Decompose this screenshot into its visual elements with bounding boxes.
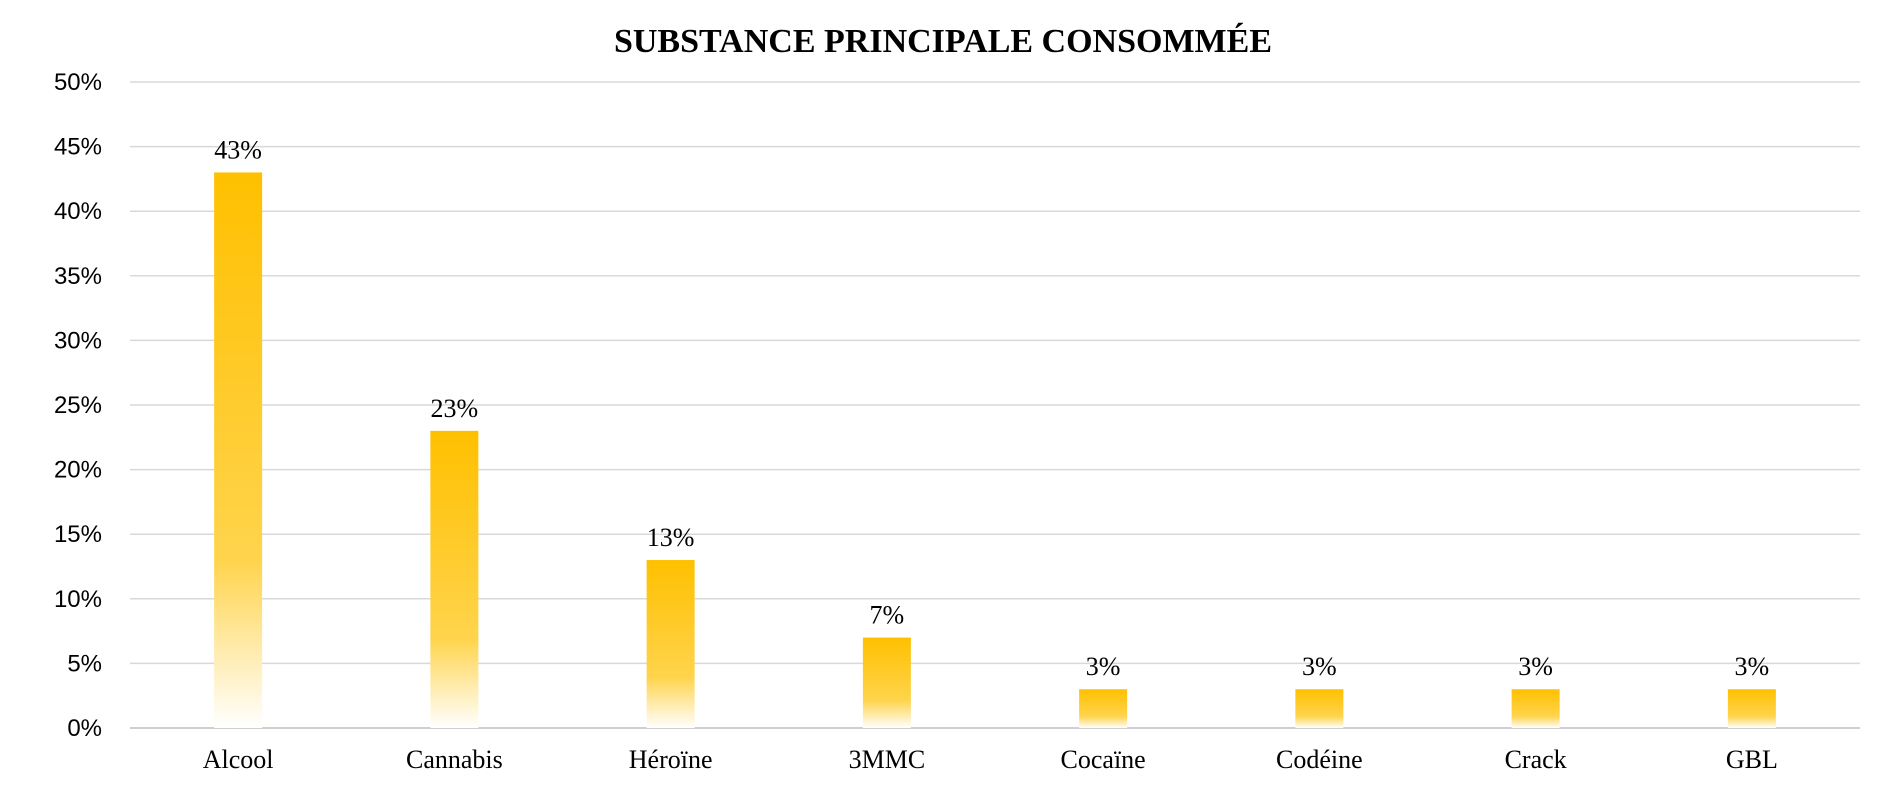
data-label: 3% bbox=[1518, 652, 1553, 681]
x-tick-label: Cannabis bbox=[406, 745, 503, 774]
y-tick-label: 25% bbox=[54, 392, 102, 419]
data-label: 13% bbox=[647, 523, 695, 552]
x-tick-label: GBL bbox=[1726, 745, 1778, 774]
x-tick-label: Codéine bbox=[1276, 745, 1363, 774]
bar bbox=[1728, 689, 1776, 728]
data-label: 3% bbox=[1302, 652, 1337, 681]
bar bbox=[430, 431, 478, 728]
data-label: 3% bbox=[1735, 652, 1770, 681]
x-tick-label: 3MMC bbox=[849, 745, 926, 774]
bar bbox=[1079, 689, 1127, 728]
y-tick-label: 35% bbox=[54, 263, 102, 290]
data-label: 43% bbox=[214, 135, 262, 164]
y-axis-tick-labels: 0% 5% 10% 15% 20% 25% 30% 35% 40% 45% 50% bbox=[54, 69, 102, 742]
y-tick-label: 50% bbox=[54, 69, 102, 96]
bar bbox=[1295, 689, 1343, 728]
bar bbox=[647, 560, 695, 728]
chart-title: SUBSTANCE PRINCIPALE CONSOMMÉE bbox=[614, 23, 1272, 60]
data-label: 3% bbox=[1086, 652, 1121, 681]
y-tick-label: 45% bbox=[54, 134, 102, 161]
bars bbox=[214, 172, 1776, 728]
bar bbox=[863, 638, 911, 728]
y-tick-label: 15% bbox=[54, 521, 102, 548]
bar bbox=[1512, 689, 1560, 728]
y-tick-label: 40% bbox=[54, 198, 102, 225]
bar bbox=[214, 172, 262, 728]
y-tick-label: 30% bbox=[54, 327, 102, 354]
x-tick-label: Crack bbox=[1505, 745, 1567, 774]
x-tick-label: Alcool bbox=[203, 745, 274, 774]
y-tick-label: 0% bbox=[67, 715, 102, 742]
gridlines bbox=[130, 82, 1860, 728]
y-tick-label: 10% bbox=[54, 586, 102, 613]
x-axis-tick-labels: Alcool Cannabis Héroïne 3MMC Cocaïne Codéine C… bbox=[203, 745, 1778, 774]
x-tick-label: Cocaïne bbox=[1061, 745, 1146, 774]
data-label: 7% bbox=[870, 601, 905, 630]
x-tick-label: Héroïne bbox=[629, 745, 713, 774]
data-label: 23% bbox=[431, 394, 479, 423]
y-tick-label: 5% bbox=[67, 650, 102, 677]
y-tick-label: 20% bbox=[54, 457, 102, 484]
